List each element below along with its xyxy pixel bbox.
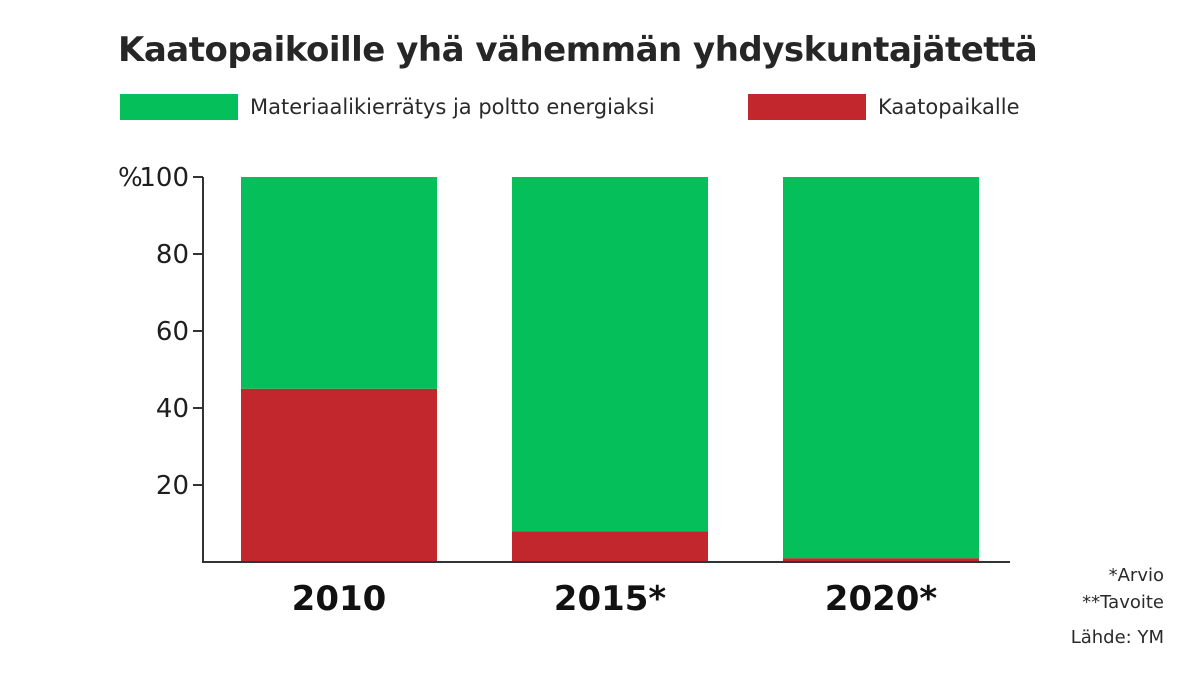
x-tick-label: 2015* xyxy=(554,579,667,619)
bar-landfill-0 xyxy=(241,388,437,562)
y-tick-label: 100 xyxy=(139,163,189,193)
chart-notes: *Arvio **Tavoite Lähde: YM xyxy=(1071,562,1164,651)
legend-swatch-red xyxy=(748,94,866,120)
legend-label-landfill: Kaatopaikalle xyxy=(878,95,1020,119)
y-unit-label: % xyxy=(118,163,143,193)
source-label: Lähde: YM xyxy=(1070,627,1164,648)
x-tick-label: 2020* xyxy=(825,579,938,619)
note-estimate: *Arvio xyxy=(1108,565,1164,586)
y-tick-label: 80 xyxy=(156,240,189,270)
legend-label-recycling: Materiaalikierrätys ja poltto energiaksi xyxy=(250,95,655,119)
bar-recycling-2 xyxy=(783,177,979,559)
legend-item-landfill: Kaatopaikalle xyxy=(748,93,1020,121)
bar-landfill-2 xyxy=(783,558,979,562)
y-tick-label: 20 xyxy=(156,471,189,501)
y-tick-label: 40 xyxy=(156,394,189,424)
bar-landfill-1 xyxy=(512,531,708,562)
note-target: **Tavoite xyxy=(1082,592,1164,613)
x-tick-label: 2010 xyxy=(292,579,387,619)
chart-title: Kaatopaikoille yhä vähemmän yhdyskuntajä… xyxy=(118,30,1038,70)
legend-swatch-green xyxy=(120,94,238,120)
legend-item-recycling: Materiaalikierrätys ja poltto energiaksi xyxy=(120,93,655,121)
bar-recycling-1 xyxy=(512,177,708,532)
bar-recycling-0 xyxy=(241,177,437,389)
y-tick-label: 60 xyxy=(156,317,189,347)
